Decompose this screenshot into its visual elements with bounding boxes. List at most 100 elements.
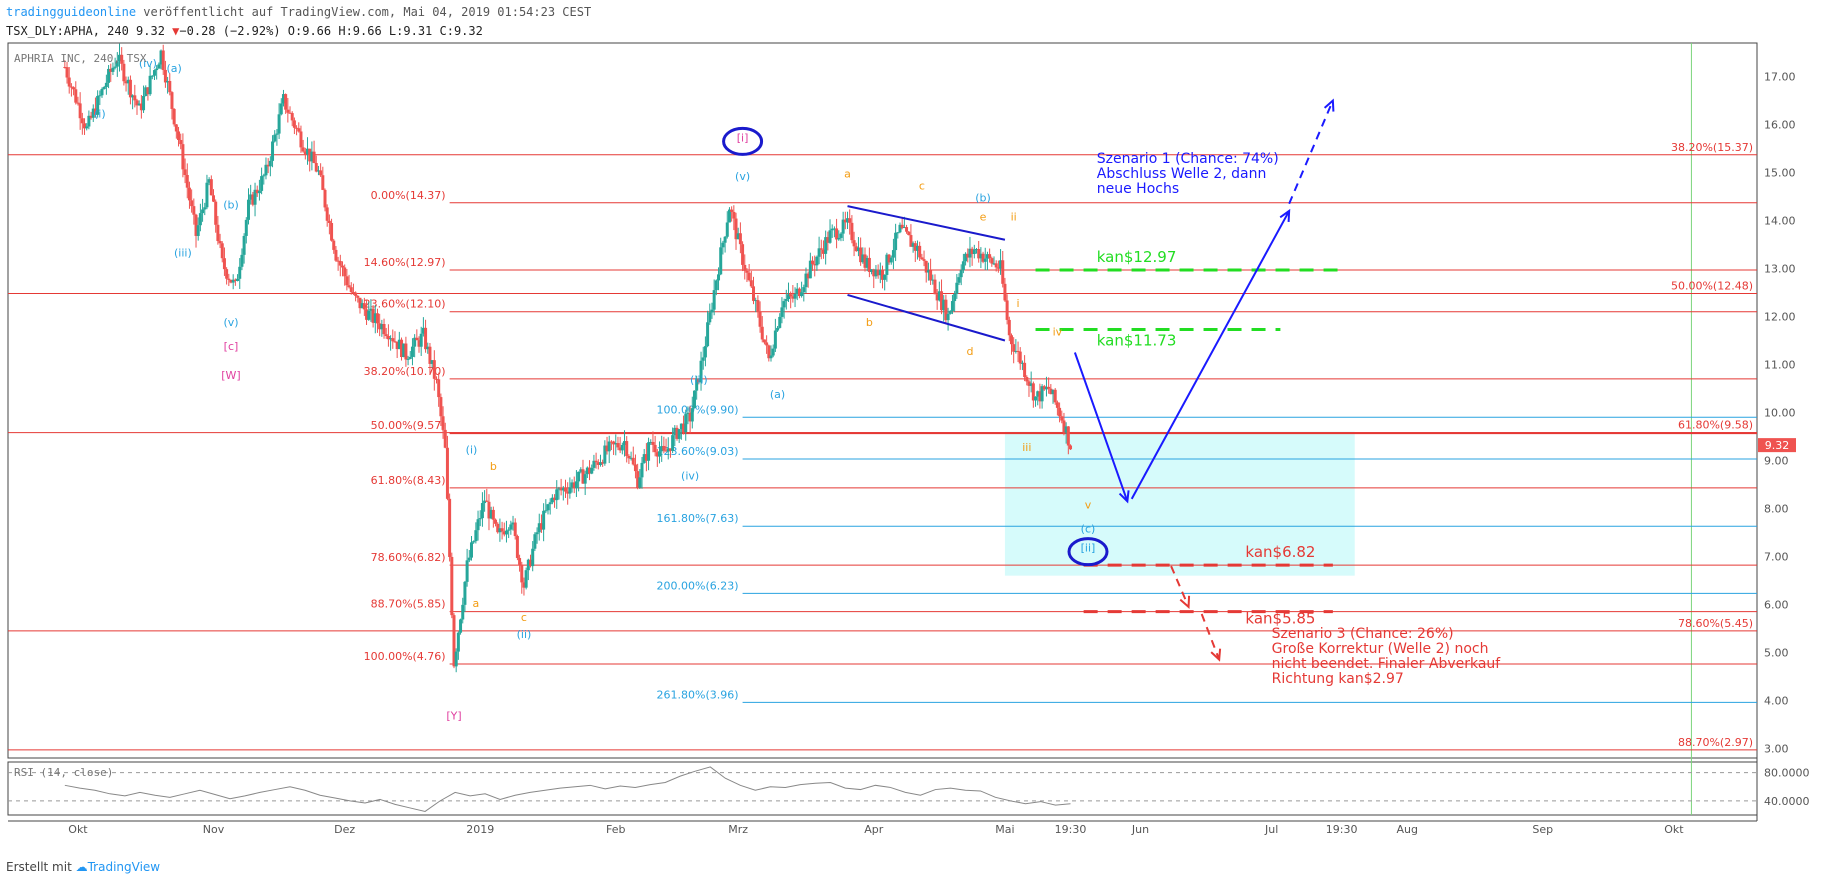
candle-body (1005, 300, 1009, 320)
y-tick-label: 12.00 (1764, 311, 1796, 324)
candle-body (445, 447, 449, 499)
candle-body (850, 222, 854, 241)
candle-body (509, 524, 513, 530)
candle-body (616, 443, 620, 448)
candle-body (386, 335, 390, 340)
candle-body (1040, 386, 1044, 402)
annotation-line: Richtung kan$2.97 (1272, 671, 1404, 687)
candle-body (150, 75, 154, 77)
candle-body (360, 303, 364, 309)
candle-body (474, 530, 478, 542)
candle-body (194, 214, 198, 236)
candle-body (640, 462, 644, 478)
target-label: kan$12.97 (1097, 248, 1177, 266)
candle-body (881, 269, 884, 280)
annotation-line: Szenario 3 (Chance: 26%) (1272, 626, 1454, 642)
candle-body (813, 264, 817, 266)
footer-brand[interactable]: TradingView (87, 860, 161, 874)
candle-body (596, 462, 600, 465)
y-tick-label: 15.00 (1764, 167, 1796, 180)
candle-body (347, 285, 351, 288)
wave-label: a (472, 597, 479, 610)
candle-body (935, 294, 939, 301)
candle-body (1029, 383, 1033, 386)
annotation-line: neue Hochs (1097, 181, 1179, 197)
candle-body (922, 259, 926, 261)
candle-body (732, 211, 736, 219)
fib-label-red: 0.00%(14.37) (371, 189, 446, 202)
candle-body (662, 445, 666, 451)
candle-body (913, 243, 917, 251)
candle-body (752, 286, 756, 301)
candle-body (373, 313, 377, 323)
annotation-line: nicht beendet. Finaler Abverkauf (1272, 656, 1502, 672)
candle-body (306, 148, 310, 155)
candle-body (93, 108, 97, 115)
candle-body (708, 312, 712, 323)
candle-body (222, 258, 226, 270)
arrow-head (1118, 490, 1130, 504)
candle-body (535, 532, 539, 535)
candle-body (111, 67, 115, 72)
candle-body (867, 257, 871, 272)
candle-body (911, 243, 915, 247)
candle-body (690, 408, 694, 422)
wave-label: [c] (224, 340, 239, 353)
candle-body (815, 256, 819, 266)
x-tick-label: 2019 (466, 823, 494, 836)
candle-body (397, 339, 401, 350)
candle-body (725, 222, 729, 237)
rsi-line (64, 766, 1071, 813)
candle-body (539, 523, 543, 530)
candle-body (301, 147, 305, 152)
candle-body (664, 450, 668, 452)
candle-body (496, 523, 500, 533)
candle-body (109, 68, 113, 72)
candle-body (793, 293, 797, 299)
candle-body (679, 423, 683, 430)
x-tick-label: 19:30 (1055, 823, 1087, 836)
candle-body (207, 179, 211, 183)
candle-body (220, 243, 224, 259)
candle-body (992, 263, 996, 265)
candle-body (887, 254, 891, 263)
wave-label: (b) (975, 191, 991, 204)
footer-created-with: Erstellt mit (6, 860, 72, 874)
scenario-arrow (1170, 565, 1190, 608)
candle-body (1062, 420, 1066, 433)
candle-body (421, 327, 425, 334)
arrow-head (1323, 98, 1335, 112)
price-pane-frame (7, 42, 1758, 759)
wave-label: (b) (223, 199, 239, 212)
author-link[interactable]: tradingguideonline (6, 5, 137, 19)
candle-body (437, 379, 441, 398)
candle-body (476, 519, 480, 531)
x-tick-label: Feb (606, 823, 625, 836)
candle-body (526, 559, 530, 571)
candle-body (336, 260, 340, 262)
candle-body (107, 68, 111, 83)
candle-body (465, 560, 469, 582)
candle-body (349, 287, 353, 292)
scenario-arrow (1200, 613, 1221, 660)
candle-body (185, 174, 189, 188)
candle-body (902, 227, 906, 229)
target-label: kan$5.85 (1245, 610, 1315, 628)
x-tick-label: Jul (1264, 823, 1278, 836)
candle-body (614, 443, 618, 445)
tradingview-logo-icon[interactable]: ☁ (75, 860, 88, 874)
candle-body (631, 457, 635, 465)
candle-body (544, 510, 548, 512)
candle-body (605, 445, 609, 452)
fib-label-red: 50.00%(9.57) (371, 419, 446, 432)
candle-body (314, 162, 318, 172)
candle-body (520, 564, 524, 583)
candle-body (839, 233, 843, 238)
candle-body (636, 471, 640, 488)
candle-body (76, 102, 80, 104)
candle-body (668, 448, 672, 451)
candle-body (426, 346, 430, 350)
candle-body (187, 187, 191, 201)
candle-body (1051, 389, 1055, 395)
